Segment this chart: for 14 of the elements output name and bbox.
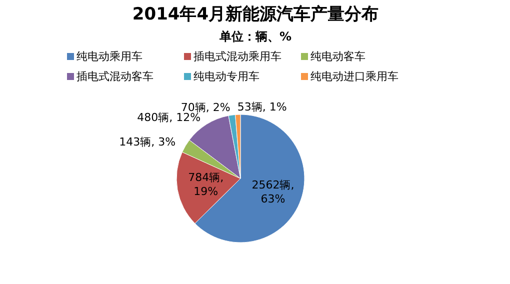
chart-title: 2014年4月新能源汽车产量分布 [132, 4, 379, 24]
data-label: 784辆, 19% [188, 171, 224, 198]
data-label: 2562辆, 63% [252, 178, 294, 206]
data-label: 53辆, 1% [237, 100, 287, 114]
chart-subtitle: 单位：辆、% [218, 30, 292, 44]
data-label: 480辆, 12% [137, 111, 201, 124]
legend-label: 纯电动客车 [310, 50, 366, 63]
legend-label: 纯电动乘用车 [76, 50, 142, 63]
legend-label: 纯电动专用车 [194, 70, 260, 83]
data-label: 70辆, 2% [180, 100, 230, 114]
legend-label: 纯电动进口乘用车 [310, 70, 398, 83]
legend-label: 插电式混动客车 [76, 70, 154, 83]
legend-label: 插电式混动乘用车 [194, 50, 282, 63]
data-label: 143辆, 3% [119, 135, 176, 148]
